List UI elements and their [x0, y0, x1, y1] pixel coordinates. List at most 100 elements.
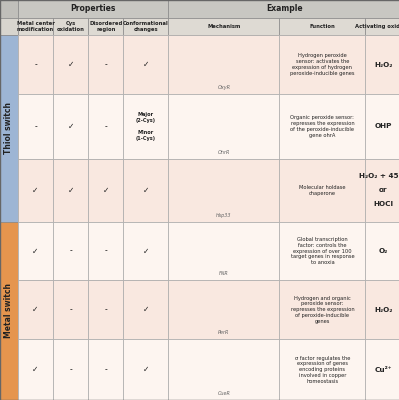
- Bar: [168, 339, 279, 400]
- Bar: [88, 159, 123, 222]
- Bar: [123, 222, 168, 280]
- Text: ✓: ✓: [143, 246, 149, 256]
- Text: Global transcription
factor: controls the
expression of over 100
target genes in: Global transcription factor: controls th…: [290, 237, 354, 265]
- Bar: [123, 339, 168, 400]
- Bar: [88, 222, 123, 280]
- Bar: [53, 18, 88, 35]
- Bar: [53, 222, 88, 280]
- Bar: [88, 94, 123, 159]
- Text: O₂: O₂: [379, 248, 388, 254]
- Bar: [365, 222, 399, 280]
- Bar: [53, 280, 88, 339]
- Text: Mechanism: Mechanism: [207, 24, 241, 29]
- Bar: [279, 222, 365, 280]
- Text: CueR: CueR: [217, 391, 230, 396]
- Bar: [53, 280, 88, 339]
- Text: ✓: ✓: [143, 60, 149, 69]
- Bar: [18, 35, 53, 94]
- Bar: [18, 280, 53, 339]
- Text: σ factor regulates the
expression of genes
encoding proteins
involved in copper
: σ factor regulates the expression of gen…: [295, 356, 350, 384]
- Bar: [168, 35, 279, 94]
- Text: -: -: [105, 305, 107, 314]
- Text: ✓: ✓: [143, 305, 149, 314]
- Bar: [53, 159, 88, 222]
- Bar: [18, 0, 168, 18]
- Text: Function: Function: [310, 24, 335, 29]
- Bar: [0, 35, 18, 222]
- Text: FNR: FNR: [219, 272, 229, 276]
- Text: -: -: [69, 246, 72, 256]
- Bar: [279, 35, 365, 94]
- Bar: [168, 0, 399, 18]
- Bar: [365, 18, 399, 35]
- Bar: [53, 339, 88, 400]
- Bar: [53, 339, 88, 400]
- Bar: [123, 18, 168, 35]
- Text: -: -: [34, 60, 37, 69]
- Bar: [53, 94, 88, 159]
- Bar: [123, 222, 168, 280]
- Text: ✓: ✓: [143, 365, 149, 374]
- Text: Major
(2-Cys)

Minor
(1-Cys): Major (2-Cys) Minor (1-Cys): [136, 112, 156, 140]
- Bar: [53, 35, 88, 94]
- Bar: [365, 35, 399, 94]
- Bar: [88, 280, 123, 339]
- Text: H₂O₂: H₂O₂: [374, 307, 393, 313]
- Bar: [88, 94, 123, 159]
- Text: Conformational
changes: Conformational changes: [123, 21, 169, 32]
- Text: ✓: ✓: [103, 186, 109, 195]
- Text: -: -: [105, 60, 107, 69]
- Bar: [18, 35, 53, 94]
- Text: Hsp33: Hsp33: [216, 213, 231, 218]
- Bar: [279, 280, 365, 339]
- Text: H₂O₂: H₂O₂: [374, 62, 393, 68]
- Bar: [279, 18, 365, 35]
- Bar: [18, 222, 53, 280]
- Bar: [53, 94, 88, 159]
- Bar: [123, 339, 168, 400]
- Text: -: -: [105, 365, 107, 374]
- Text: -: -: [34, 122, 37, 131]
- Bar: [123, 280, 168, 339]
- Bar: [88, 35, 123, 94]
- Text: Metal switch: Metal switch: [4, 283, 14, 338]
- Bar: [18, 94, 53, 159]
- Text: OhrR: OhrR: [217, 150, 230, 155]
- Text: Disordered
region: Disordered region: [89, 21, 122, 32]
- Bar: [123, 94, 168, 159]
- Bar: [18, 222, 53, 280]
- Bar: [88, 18, 123, 35]
- Bar: [123, 159, 168, 222]
- Bar: [0, 222, 18, 400]
- Bar: [365, 94, 399, 159]
- Bar: [18, 339, 53, 400]
- Text: OxyR: OxyR: [217, 85, 230, 90]
- Bar: [53, 35, 88, 94]
- Bar: [123, 35, 168, 94]
- Text: Thiol switch: Thiol switch: [4, 102, 14, 154]
- Bar: [88, 222, 123, 280]
- Bar: [168, 18, 279, 35]
- Text: Properties: Properties: [71, 4, 116, 13]
- Text: -: -: [69, 365, 72, 374]
- Text: OHP: OHP: [375, 124, 392, 130]
- Bar: [18, 280, 53, 339]
- Bar: [123, 280, 168, 339]
- Text: ✓: ✓: [67, 122, 74, 131]
- Text: ✓: ✓: [32, 186, 39, 195]
- Text: ✓: ✓: [32, 365, 39, 374]
- Bar: [88, 159, 123, 222]
- Bar: [365, 159, 399, 222]
- Bar: [123, 159, 168, 222]
- Bar: [18, 94, 53, 159]
- Bar: [123, 35, 168, 94]
- Bar: [53, 159, 88, 222]
- Text: -: -: [105, 246, 107, 256]
- Bar: [365, 280, 399, 339]
- Bar: [53, 222, 88, 280]
- Bar: [18, 159, 53, 222]
- Bar: [279, 159, 365, 222]
- Bar: [18, 339, 53, 400]
- Bar: [88, 339, 123, 400]
- Text: ✓: ✓: [67, 60, 74, 69]
